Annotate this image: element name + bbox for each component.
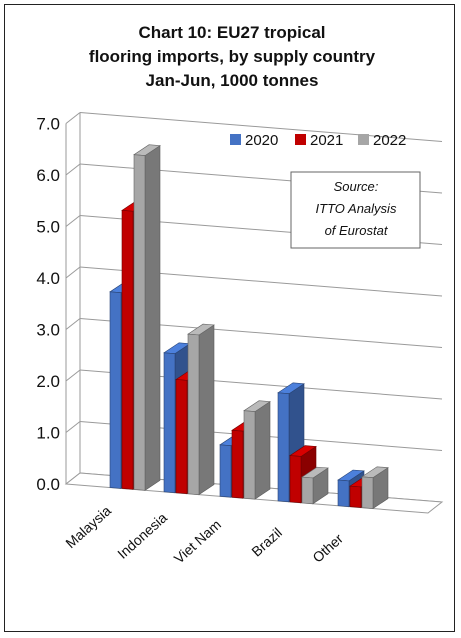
- gridline-side: [65, 369, 81, 382]
- source-line-3: of Eurostat: [325, 223, 389, 238]
- legend-swatch-2022: [358, 134, 369, 145]
- y-tick-label: 7.0: [36, 115, 60, 134]
- x-tick-label: Brazil: [248, 524, 285, 559]
- bar-side: [144, 145, 161, 491]
- gridline-side: [65, 266, 81, 279]
- bar-brazil-2022: [301, 466, 329, 505]
- bar-front: [109, 291, 122, 489]
- bar-front: [301, 476, 314, 505]
- bar-front: [121, 210, 134, 490]
- source-line-2: ITTO Analysis: [316, 201, 397, 216]
- legend-label-2022: 2022: [373, 132, 406, 149]
- legend-label-2021: 2021: [310, 132, 343, 149]
- chart-title: Chart 10: EU27 tropical flooring imports…: [89, 23, 376, 90]
- bar-malaysia-2022: [133, 144, 161, 491]
- bar-front: [175, 379, 188, 495]
- bar-side: [198, 324, 215, 496]
- x-tick-label: Malaysia: [62, 502, 114, 551]
- y-tick-label: 1.0: [36, 424, 60, 443]
- gridline-side: [65, 421, 81, 433]
- chart-title-line-2: flooring imports, by supply country: [89, 47, 376, 66]
- gridline-side: [65, 215, 81, 227]
- source-annotation: Source: ITTO Analysis of Eurostat: [290, 171, 421, 249]
- gridline-side: [65, 318, 81, 330]
- y-tick-label: 3.0: [36, 321, 60, 340]
- bar-side: [254, 401, 271, 500]
- y-tick-label: 0.0: [36, 475, 60, 494]
- bar-viet-nam-2022: [243, 400, 271, 500]
- bar-front: [337, 479, 350, 507]
- y-tick-label: 6.0: [36, 166, 60, 185]
- chart-title-line-3: Jan-Jun, 1000 tonnes: [146, 71, 319, 90]
- bar-front: [231, 430, 244, 499]
- gridline-side: [65, 163, 81, 176]
- chart-frame: [4, 4, 455, 632]
- bar-indonesia-2022: [187, 323, 215, 496]
- legend-swatch-2021: [295, 134, 306, 145]
- bar-other-2022: [361, 466, 389, 510]
- bar-front: [349, 485, 362, 508]
- y-tick-label: 4.0: [36, 269, 60, 288]
- source-box: [290, 171, 421, 249]
- bar-front: [243, 410, 256, 500]
- bar-front: [133, 154, 146, 491]
- legend: 2020 2021 2022: [230, 132, 406, 149]
- bar-front: [163, 352, 176, 494]
- bar-front: [277, 392, 290, 503]
- bar-front: [219, 444, 232, 498]
- x-tick-label: Other: [309, 530, 346, 566]
- plot-area: 0.0 1.0 2.0 3.0 4.0 5.0 6.0 7.0 Malaysia Indonesi…: [36, 112, 444, 567]
- source-line-1: Source:: [334, 179, 379, 194]
- chart-title-line-1: Chart 10: EU27 tropical: [138, 23, 325, 42]
- x-tick-label: Viet Nam: [171, 516, 224, 566]
- x-tick-label: Indonesia: [114, 509, 170, 562]
- legend-swatch-2020: [230, 134, 241, 145]
- bar-front: [361, 476, 374, 509]
- bar-front: [289, 455, 302, 504]
- gridline: [79, 112, 443, 142]
- bar-front: [187, 333, 200, 495]
- y-tick-label: 5.0: [36, 218, 60, 237]
- y-tick-label: 2.0: [36, 372, 60, 391]
- legend-label-2020: 2020: [245, 132, 278, 149]
- gridline-side: [65, 112, 81, 124]
